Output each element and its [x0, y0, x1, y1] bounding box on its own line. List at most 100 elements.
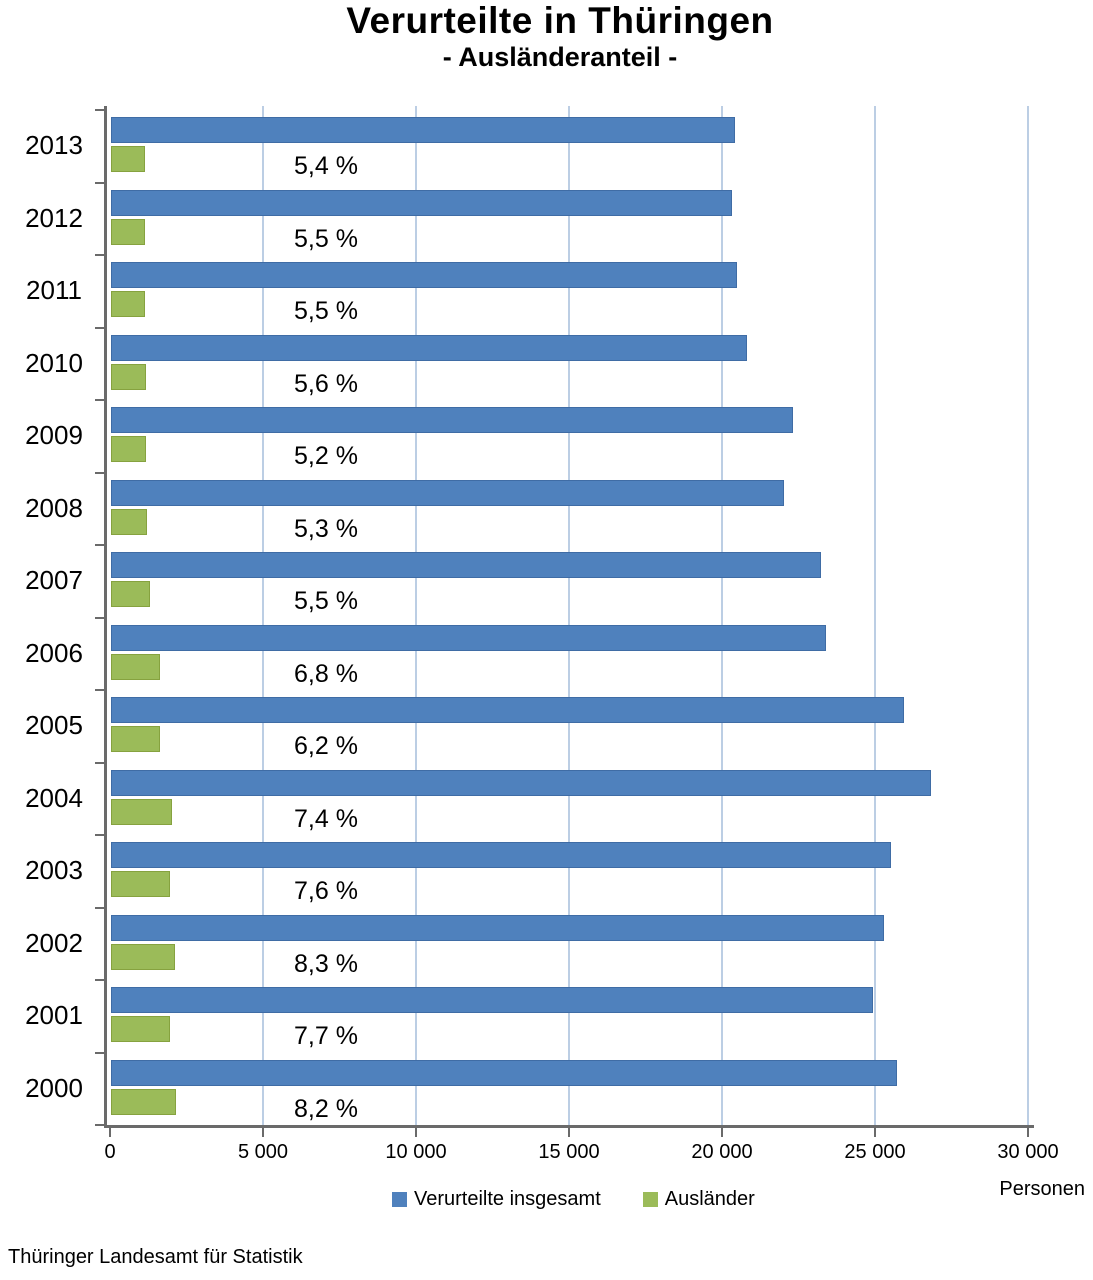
- percent-label: 8,3 %: [294, 949, 358, 978]
- x-tick-label: 5 000: [237, 1141, 289, 1163]
- bar-total-2009: [111, 407, 794, 433]
- percent-label: 7,4 %: [294, 804, 358, 833]
- bar-foreigners-2010: [111, 363, 147, 390]
- bar-foreigners-2011: [111, 291, 146, 317]
- bar-foreigners-2007: [111, 581, 151, 607]
- gridline: [262, 106, 264, 1125]
- year-label: 2010: [25, 347, 83, 378]
- y-axis-tick: [95, 326, 104, 329]
- bar-foreigners-2013: [111, 146, 145, 172]
- bar-foreigners-2004: [111, 798, 172, 825]
- legend-swatch-foreigners: [642, 1192, 658, 1207]
- bar-total-2004: [111, 769, 932, 796]
- year-label: 2006: [25, 637, 83, 668]
- percent-label: 5,5 %: [294, 587, 358, 615]
- year-label: 2009: [25, 420, 83, 450]
- bar-total-2001: [111, 987, 873, 1013]
- y-axis-tick: [95, 254, 104, 256]
- year-label: 2008: [25, 492, 83, 523]
- percent-label: 7,7 %: [294, 1022, 358, 1050]
- x-axis-tick: [262, 1128, 264, 1137]
- year-label: 2002: [25, 927, 83, 958]
- year-label: 2004: [25, 782, 83, 813]
- chart-legend: Verurteilte insgesamt Ausländer: [392, 1188, 755, 1211]
- chart-title: Verurteilte in Thüringen: [346, 0, 774, 41]
- percent-label: 6,2 %: [294, 732, 358, 760]
- y-axis-tick: [95, 761, 104, 764]
- gridline: [874, 106, 876, 1125]
- bar-total-2003: [111, 842, 892, 868]
- x-tick-label: 15 000: [538, 1141, 600, 1163]
- year-label: 2001: [25, 1000, 83, 1030]
- x-tick-label: 30 000: [997, 1141, 1059, 1163]
- year-label: 2007: [25, 565, 83, 595]
- x-tick-label: 20 000: [691, 1141, 753, 1163]
- x-axis-line: [104, 1125, 1034, 1128]
- bar-total-2012: [111, 189, 733, 216]
- y-axis-tick: [95, 689, 104, 691]
- y-axis-tick: [95, 471, 104, 474]
- gridline: [415, 106, 417, 1125]
- y-axis-tick: [95, 181, 104, 184]
- x-axis-tick: [721, 1128, 723, 1137]
- year-label: 2011: [26, 275, 82, 305]
- percent-label: 5,4 %: [294, 152, 358, 180]
- y-axis-tick: [95, 979, 104, 981]
- legend-item-foreigners: Ausländer: [642, 1188, 755, 1211]
- x-axis-tick: [568, 1128, 570, 1137]
- percent-label: 5,3 %: [294, 514, 358, 543]
- y-axis-tick: [95, 834, 104, 836]
- x-tick-label: 25 000: [844, 1141, 906, 1163]
- legend-label-total: Verurteilte insgesamt: [414, 1188, 601, 1210]
- bar-total-2013: [111, 117, 736, 143]
- bar-foreigners-2001: [111, 1016, 170, 1042]
- year-label: 2012: [25, 202, 83, 233]
- axis-unit-label: Personen: [999, 1178, 1085, 1200]
- year-label: 2013: [25, 130, 83, 160]
- gridline: [721, 106, 723, 1125]
- percent-label: 6,8 %: [294, 659, 358, 688]
- y-axis-tick: [95, 1124, 104, 1126]
- bar-total-2002: [111, 914, 884, 941]
- bar-foreigners-2002: [111, 943, 176, 970]
- year-label: 2005: [25, 710, 83, 740]
- bar-foreigners-2009: [111, 436, 147, 462]
- bar-total-2006: [111, 624, 826, 651]
- y-axis-tick: [95, 399, 104, 401]
- bar-total-2007: [111, 552, 821, 578]
- bar-total-2000: [111, 1059, 898, 1086]
- percent-label: 5,6 %: [294, 369, 358, 398]
- x-axis-tick: [109, 1128, 111, 1137]
- y-axis-line: [104, 106, 107, 1127]
- legend-item-total: Verurteilte insgesamt: [392, 1188, 601, 1211]
- year-label: 2000: [25, 1072, 83, 1103]
- bar-foreigners-2003: [111, 871, 171, 897]
- y-axis-tick: [95, 906, 104, 909]
- bar-foreigners-2000: [111, 1088, 176, 1115]
- legend-label-foreigners: Ausländer: [664, 1188, 755, 1210]
- bar-foreigners-2012: [111, 218, 146, 245]
- bar-total-2005: [111, 697, 904, 723]
- x-tick-label: 0: [104, 1141, 116, 1163]
- y-axis-tick: [95, 544, 104, 546]
- legend-swatch-total: [392, 1192, 407, 1207]
- bar-total-2011: [111, 262, 737, 288]
- x-axis-tick: [874, 1128, 876, 1137]
- percent-label: 5,5 %: [294, 224, 358, 253]
- bar-foreigners-2005: [111, 726, 161, 752]
- year-label: 2003: [25, 855, 83, 885]
- percent-label: 5,2 %: [294, 442, 358, 470]
- bar-foreigners-2008: [111, 508, 147, 535]
- y-axis-tick: [95, 616, 104, 619]
- gridline: [568, 106, 570, 1125]
- chart-subtitle: - Ausländeranteil -: [442, 42, 678, 72]
- x-axis-tick: [1027, 1128, 1029, 1137]
- bar-foreigners-2006: [111, 653, 160, 680]
- percent-label: 7,6 %: [294, 877, 358, 905]
- y-axis-tick: [95, 109, 104, 111]
- x-axis-tick: [415, 1128, 417, 1137]
- gridline: [1027, 106, 1029, 1125]
- percent-label: 8,2 %: [294, 1094, 358, 1123]
- x-tick-label: 10 000: [385, 1141, 447, 1163]
